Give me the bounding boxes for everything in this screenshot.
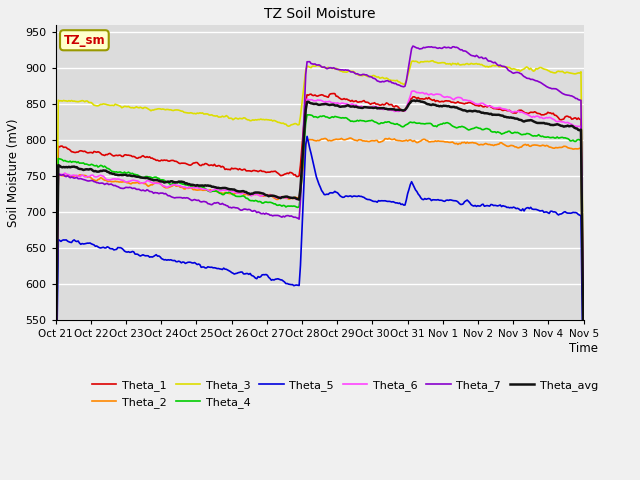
Theta_5 [52,427,60,432]
Line: Theta_7: Theta_7 [56,46,584,392]
Theta_2 [437,138,445,144]
Theta_7 [384,78,392,84]
Theta_6 [261,192,269,198]
Theta_4 [303,112,311,118]
Y-axis label: Soil Moisture (mV): Soil Moisture (mV) [7,118,20,227]
Theta_7 [115,184,123,190]
Theta_2 [434,138,442,144]
Theta_avg [413,97,420,103]
Title: TZ Soil Moisture: TZ Soil Moisture [264,7,376,21]
Theta_avg [115,172,123,178]
Theta_2 [580,372,588,378]
Theta_5 [385,198,393,204]
Theta_6 [384,106,392,112]
Theta_1 [330,91,337,96]
Theta_4 [224,190,232,196]
Theta_4 [385,119,393,125]
Theta_1 [437,99,445,105]
Theta_7 [437,45,445,51]
Line: Theta_6: Theta_6 [56,91,584,391]
Theta_5 [303,133,311,139]
Theta_6 [580,359,588,365]
Theta_avg [224,186,232,192]
Theta_avg [437,103,445,109]
Theta_2 [347,135,355,141]
Theta_5 [434,197,442,203]
Theta_6 [409,88,417,94]
Theta_6 [437,92,445,97]
Theta_6 [224,187,232,193]
Theta_3 [52,343,60,349]
Theta_5 [580,414,588,420]
Line: Theta_3: Theta_3 [56,61,584,346]
Theta_1 [434,98,442,104]
Theta_7 [580,345,588,350]
Theta_1 [580,354,588,360]
Line: Theta_2: Theta_2 [56,138,584,392]
Theta_avg [384,107,392,112]
X-axis label: Time: Time [569,342,598,355]
Legend: Theta_1, Theta_2, Theta_3, Theta_4, Theta_5, Theta_6, Theta_7, Theta_avg: Theta_1, Theta_2, Theta_3, Theta_4, Thet… [88,376,603,412]
Theta_3 [434,60,442,66]
Theta_4 [52,379,60,384]
Theta_3 [224,114,232,120]
Line: Theta_avg: Theta_avg [56,100,584,385]
Theta_7 [52,389,60,395]
Theta_4 [261,199,269,205]
Theta_5 [437,197,445,203]
Theta_4 [437,121,445,127]
Theta_avg [261,192,269,197]
Text: TZ_sm: TZ_sm [63,34,105,47]
Theta_6 [115,176,123,182]
Theta_avg [52,382,60,388]
Theta_6 [52,388,60,394]
Theta_3 [429,58,436,64]
Theta_1 [261,169,269,175]
Theta_1 [224,167,232,172]
Theta_7 [224,203,232,209]
Theta_7 [409,43,417,49]
Theta_4 [115,169,123,175]
Theta_avg [580,361,588,367]
Theta_6 [434,91,442,97]
Theta_2 [115,179,123,185]
Line: Theta_4: Theta_4 [56,115,584,382]
Theta_2 [385,135,393,141]
Theta_4 [434,122,442,128]
Theta_7 [434,46,442,51]
Line: Theta_5: Theta_5 [56,136,584,430]
Theta_2 [224,190,232,196]
Theta_5 [261,272,269,277]
Line: Theta_1: Theta_1 [56,94,584,374]
Theta_3 [580,326,588,332]
Theta_1 [52,372,60,377]
Theta_avg [434,103,442,108]
Theta_3 [384,76,392,82]
Theta_2 [261,193,269,199]
Theta_3 [261,117,269,123]
Theta_3 [437,60,445,66]
Theta_3 [115,103,123,108]
Theta_1 [115,152,123,158]
Theta_5 [115,245,123,251]
Theta_1 [385,102,393,108]
Theta_4 [580,367,588,373]
Theta_2 [52,389,60,395]
Theta_5 [224,267,232,273]
Theta_7 [261,211,269,217]
